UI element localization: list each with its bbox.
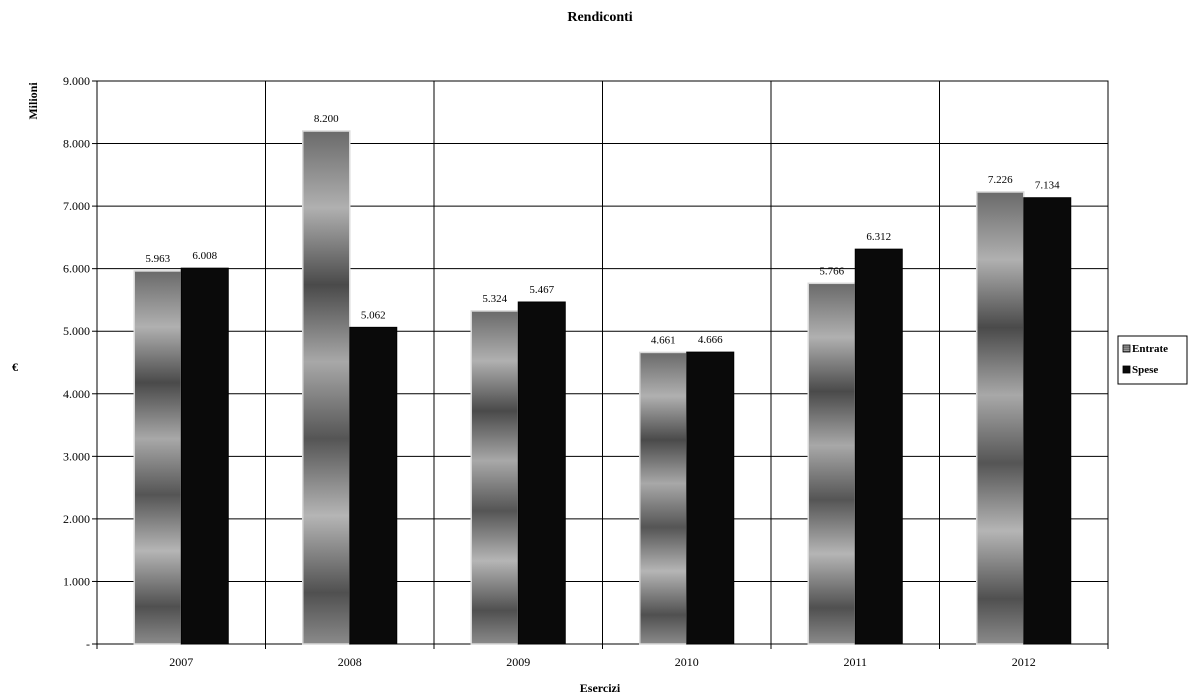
bar-spese-2010 — [686, 351, 735, 645]
y-tick-label-2: 2.000 — [63, 512, 90, 526]
x-tick-label-2010: 2010 — [675, 655, 699, 669]
y-tick-label-6: 6.000 — [63, 262, 90, 276]
bar-spese-2007 — [180, 267, 229, 645]
legend: Entrate Spese — [1117, 335, 1188, 385]
y-tick-label-8: 8.000 — [63, 137, 90, 151]
y-axis-unit-label: Milioni — [26, 82, 40, 120]
bar-spese-2012 — [1023, 197, 1072, 645]
data-label-spese-2012: 7.134 — [1035, 180, 1060, 192]
legend-swatch-spese — [1122, 365, 1131, 374]
x-axis-title: Esercizi — [580, 681, 621, 695]
y-tick-label-0: - — [86, 637, 90, 651]
x-tick-label-2008: 2008 — [338, 655, 362, 669]
data-label-entrate-2011: 5.766 — [819, 265, 844, 277]
bar-entrate-2011 — [807, 282, 856, 645]
bar-entrate-2012 — [976, 191, 1025, 645]
bar-entrate-2009 — [470, 310, 519, 645]
x-tick-label-2012: 2012 — [1012, 655, 1036, 669]
y-tick-label-7: 7.000 — [63, 199, 90, 213]
data-label-entrate-2012: 7.226 — [988, 174, 1013, 186]
x-tick-label-2009: 2009 — [506, 655, 530, 669]
plot-area: - 1.000 2.000 3.000 4.000 5.000 6.000 7.000 8.00… — [63, 74, 1109, 669]
data-label-spese-2009: 5.467 — [529, 284, 554, 296]
y-tick-label-4: 4.000 — [63, 387, 90, 401]
y-tick-label-9: 9.000 — [63, 74, 90, 88]
x-tick-label-2007: 2007 — [169, 655, 193, 669]
bar-entrate-2010 — [639, 351, 688, 645]
y-tick-label-3: 3.000 — [63, 449, 90, 463]
legend-swatch-entrate — [1122, 344, 1131, 353]
data-label-spese-2011: 6.312 — [866, 231, 891, 243]
data-label-spese-2010: 4.666 — [698, 334, 723, 346]
data-label-spese-2007: 6.008 — [192, 250, 217, 262]
data-label-entrate-2009: 5.324 — [482, 293, 507, 305]
data-label-entrate-2008: 8.200 — [314, 113, 339, 125]
legend-label-entrate: Entrate — [1132, 343, 1168, 355]
y-axis-title: € — [12, 360, 18, 374]
legend-label-spese: Spese — [1132, 364, 1158, 376]
data-label-entrate-2010: 4.661 — [651, 334, 676, 346]
x-tick-label-2011: 2011 — [843, 655, 867, 669]
legend-box — [1117, 335, 1188, 385]
chart-title: Rendiconti — [567, 10, 632, 25]
bar-entrate-2007 — [133, 270, 182, 645]
y-tick-label-5: 5.000 — [63, 324, 90, 338]
bar-spese-2009 — [517, 301, 566, 645]
y-tick-label-1: 1.000 — [63, 574, 90, 588]
bar-spese-2011 — [854, 248, 903, 645]
bar-entrate-2008 — [302, 130, 351, 645]
data-label-entrate-2007: 5.963 — [145, 253, 170, 265]
data-label-spese-2008: 5.062 — [361, 309, 386, 321]
bar-spese-2008 — [349, 326, 398, 645]
